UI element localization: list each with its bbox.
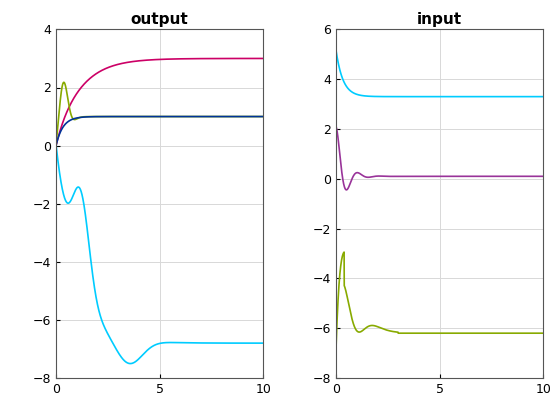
Title: input: input — [417, 12, 462, 27]
Title: output: output — [131, 12, 189, 27]
